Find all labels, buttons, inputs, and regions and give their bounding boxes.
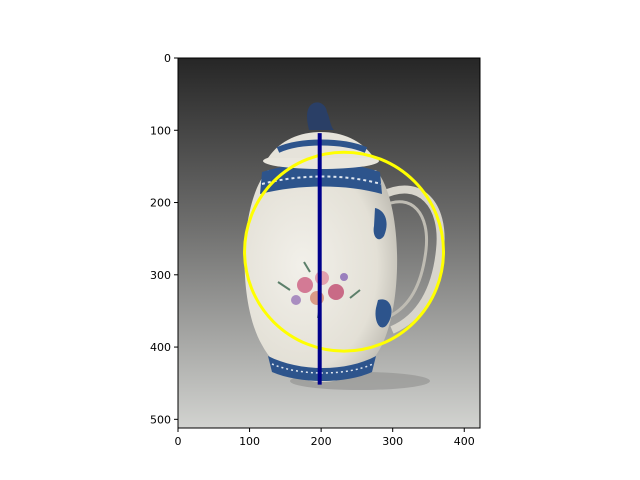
x-tick-label: 0: [175, 435, 182, 448]
x-tick-label: 300: [382, 435, 403, 448]
y-tick-label: 400: [150, 341, 171, 354]
y-tick-label: 200: [150, 197, 171, 210]
lid-finial: [307, 102, 334, 130]
x-tick-label: 400: [454, 435, 475, 448]
handle-motif-bottom: [375, 299, 392, 328]
x-axis: 0 100 200 300 400: [175, 428, 475, 448]
handle-motif-top: [373, 208, 387, 240]
y-tick-label: 500: [150, 413, 171, 426]
y-tick-label: 300: [150, 269, 171, 282]
axes-frame: [177, 57, 481, 429]
y-tick-label: 0: [164, 52, 171, 65]
pitcher-handle: [379, 185, 445, 334]
pitcher-handle-inner: [382, 200, 429, 318]
x-tick-label: 200: [311, 435, 332, 448]
y-axis: 0 100 200 300 400 500: [150, 52, 178, 426]
annotation-circle: [243, 150, 446, 353]
x-tick-label: 100: [239, 435, 260, 448]
y-tick-label: 100: [150, 124, 171, 137]
foot-band-pattern: [271, 363, 374, 374]
photo: [178, 58, 480, 428]
foot-band: [268, 356, 376, 381]
